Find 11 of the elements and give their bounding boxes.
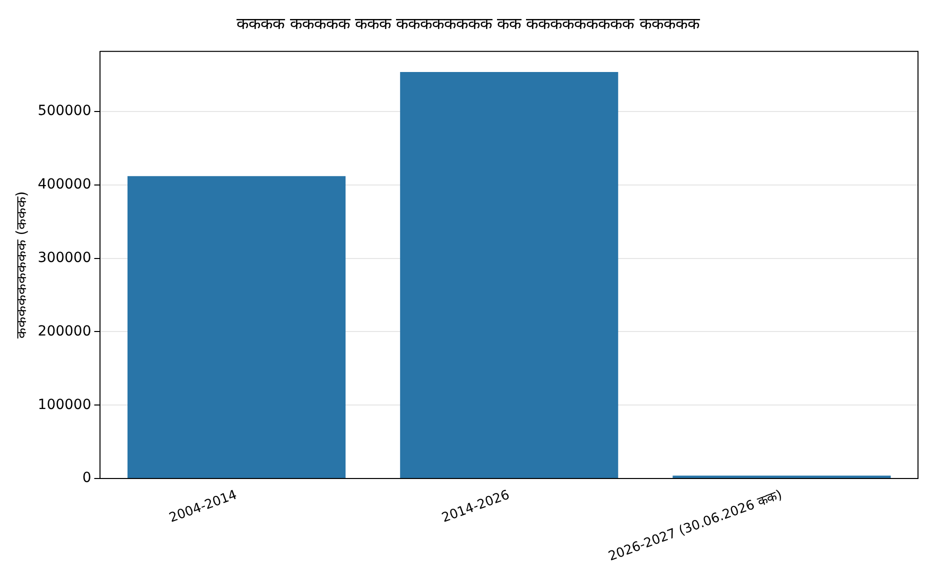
y-tick-label: 100000 [38,396,92,413]
y-tick-label: 300000 [38,250,92,266]
y-tick-label: 400000 [38,176,92,193]
y-tick-label: 200000 [38,323,92,340]
bar [128,176,346,478]
bar [672,476,891,478]
bar [400,72,618,478]
y-axis-title: ककककककककक (ककक) [14,191,30,339]
y-tick-label: 0 [82,470,92,486]
y-tick-label: 500000 [38,103,92,120]
chart-title: कककक ककककक ककक कककककककक कक ककककककककक ककककक [236,13,701,35]
